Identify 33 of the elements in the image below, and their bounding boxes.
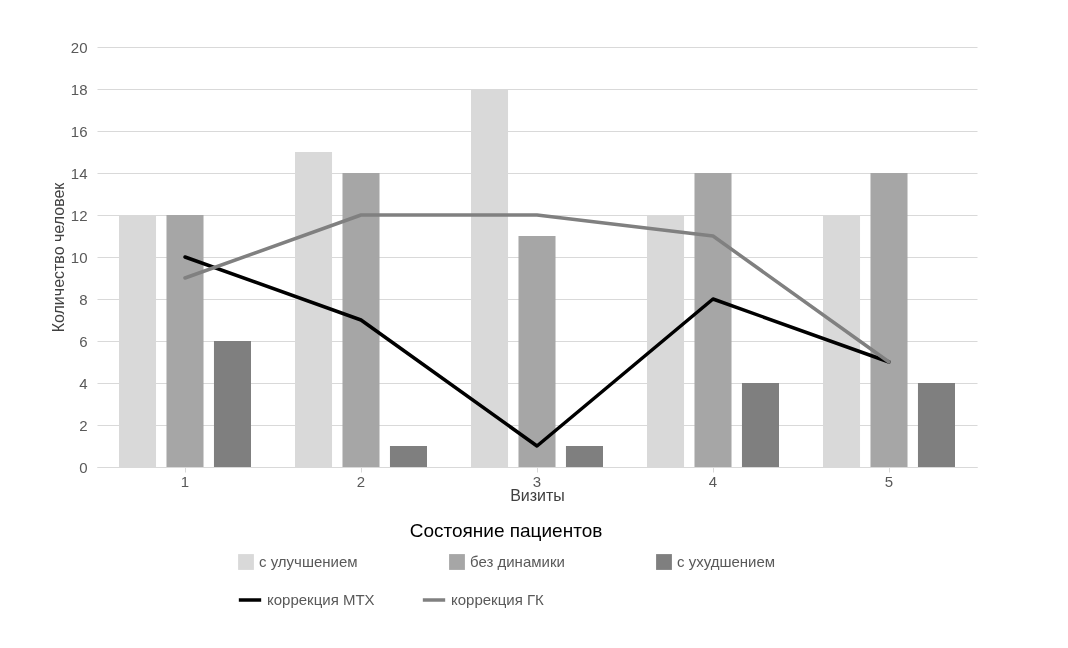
bar: [741, 383, 779, 467]
legend-label: без динамики: [470, 553, 565, 570]
y-tick-label: 12: [70, 206, 88, 224]
bar: [694, 173, 732, 467]
x-tick-label: 4: [708, 472, 718, 490]
x-tick-label: 2: [356, 472, 366, 490]
y-tick-label: 18: [70, 80, 88, 98]
x-tick-label: 1: [180, 472, 190, 490]
y-tick-label: 2: [79, 416, 88, 434]
y-tick-label: 4: [79, 374, 88, 392]
bar: [166, 215, 204, 467]
bar: [518, 236, 556, 467]
bar: [389, 446, 427, 467]
y-tick-label: 8: [79, 290, 88, 308]
legend-label: коррекция ГК: [451, 591, 545, 608]
bar: [213, 341, 251, 467]
bar: [342, 173, 380, 467]
y-tick-label: 16: [70, 122, 88, 140]
x-tick-label: 5: [884, 472, 894, 490]
legend-label: с ухудшением: [677, 553, 776, 570]
bar: [917, 383, 955, 467]
y-tick-label: 14: [70, 164, 88, 182]
bar: [870, 173, 908, 467]
legend-label: коррекция МТХ: [267, 591, 375, 608]
legend-label: с улучшением: [259, 553, 358, 570]
bar: [565, 446, 603, 467]
legend-title: Состояние пациентов: [409, 520, 603, 541]
y-tick-label: 6: [79, 332, 88, 350]
y-tick-label: 10: [70, 248, 88, 266]
line-series: [183, 213, 891, 364]
y-axis-title: Количество человек: [49, 181, 67, 333]
y-tick-label: 0: [79, 458, 88, 476]
y-tick-label: 20: [70, 38, 88, 56]
